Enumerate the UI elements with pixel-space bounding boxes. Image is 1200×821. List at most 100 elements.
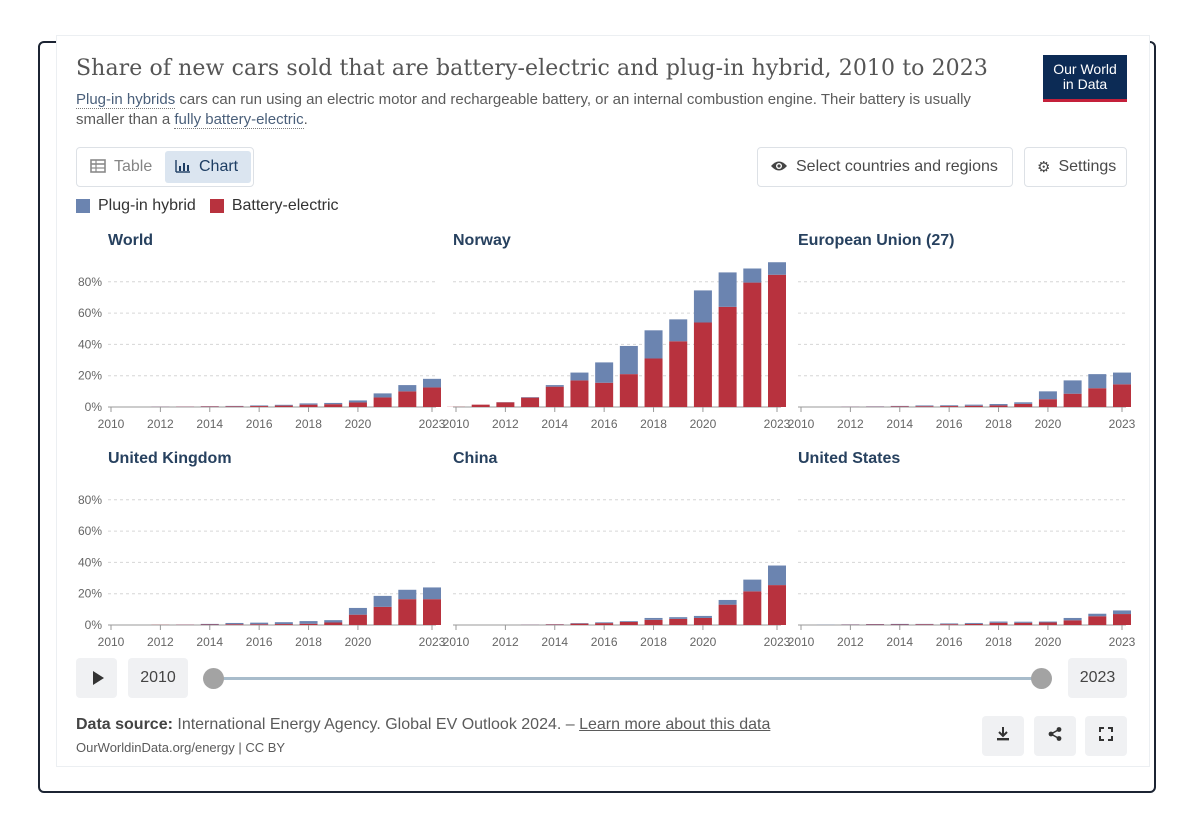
bar-battery-electric [718, 306, 737, 407]
bar-battery-electric [619, 621, 638, 625]
bar-battery-electric [964, 405, 983, 407]
bar-plug-in-hybrid [1063, 617, 1082, 621]
bar-battery-electric [1014, 403, 1033, 407]
start-year-box[interactable]: 2010 [128, 658, 188, 698]
x-tick-label: 2016 [246, 417, 273, 431]
x-tick-label: 2012 [492, 635, 519, 649]
x-tick-label: 2012 [147, 417, 174, 431]
x-tick-label: 2023 [1109, 417, 1136, 431]
share-button[interactable] [1034, 716, 1076, 756]
bar-plug-in-hybrid [398, 385, 417, 392]
timeline-track[interactable] [213, 677, 1042, 680]
bar-battery-electric [989, 405, 1008, 407]
x-tick-label: 2012 [837, 635, 864, 649]
bar-plug-in-hybrid [1014, 402, 1033, 404]
y-tick-label: 0% [85, 618, 103, 632]
bar-plug-in-hybrid [644, 617, 663, 620]
owid-logo[interactable]: Our World in Data [1043, 55, 1127, 102]
bar-plug-in-hybrid [225, 622, 244, 625]
y-tick-label: 40% [78, 337, 102, 351]
bar-battery-electric [570, 380, 589, 407]
bar-plug-in-hybrid [348, 400, 367, 403]
bar-plug-in-hybrid [324, 402, 343, 405]
timeline-end-handle[interactable] [1031, 668, 1052, 689]
play-icon [92, 671, 104, 685]
plugin-hybrid-definition-link[interactable]: Plug-in hybrids [76, 91, 176, 109]
bar-battery-electric [644, 619, 663, 625]
play-button[interactable] [76, 658, 117, 698]
bar-plug-in-hybrid [324, 620, 343, 623]
battery-electric-definition-link[interactable]: fully battery-electric [174, 111, 304, 129]
x-tick-label: 2010 [98, 635, 125, 649]
x-tick-label: 2010 [443, 635, 470, 649]
source-label: Data source: [76, 716, 173, 733]
bar-plug-in-hybrid [398, 589, 417, 600]
chart-title: Share of new cars sold that are battery-… [76, 56, 988, 81]
bar-plug-in-hybrid [743, 268, 762, 283]
x-tick-label: 2010 [98, 417, 125, 431]
bar-plug-in-hybrid [299, 403, 318, 405]
bar-plug-in-hybrid [915, 405, 934, 407]
x-tick-label: 2020 [345, 417, 372, 431]
bar-plug-in-hybrid [890, 623, 909, 625]
learn-more-link[interactable]: Learn more about this data [579, 716, 771, 733]
bar-battery-electric [570, 623, 589, 625]
bar-plug-in-hybrid [423, 378, 441, 388]
bar-chart-icon [175, 159, 191, 176]
x-tick-label: 2010 [788, 635, 815, 649]
bar-plug-in-hybrid [644, 330, 663, 359]
select-countries-button[interactable]: Select countries and regions [757, 147, 1013, 187]
select-countries-label: Select countries and regions [796, 158, 998, 175]
logo-line-1: Our World [1053, 61, 1117, 77]
bar-plug-in-hybrid [595, 362, 614, 383]
bar-battery-electric [1088, 616, 1107, 625]
x-tick-label: 2023 [764, 417, 791, 431]
panel-title: European Union (27) [798, 232, 954, 249]
bar-battery-electric [274, 624, 293, 625]
download-button[interactable] [982, 716, 1024, 756]
bar-battery-electric [1038, 399, 1057, 407]
end-year-box[interactable]: 2023 [1068, 658, 1127, 698]
bar-battery-electric [743, 282, 762, 407]
timeline-start-handle[interactable] [203, 668, 224, 689]
x-tick-label: 2012 [492, 417, 519, 431]
x-tick-label: 2023 [419, 635, 446, 649]
x-tick-label: 2014 [886, 635, 913, 649]
share-icon [1047, 726, 1063, 747]
panel-title: Norway [453, 232, 511, 249]
x-tick-label: 2018 [640, 635, 667, 649]
bar-plug-in-hybrid [964, 404, 983, 406]
settings-button[interactable]: ⚙ Settings [1024, 147, 1127, 187]
bar-battery-electric [373, 397, 392, 407]
y-tick-label: 80% [78, 275, 102, 289]
y-tick-label: 20% [78, 369, 102, 383]
tab-chart[interactable]: Chart [165, 151, 251, 183]
legend-item-plugin[interactable]: Plug-in hybrid [76, 197, 196, 215]
fullscreen-button[interactable] [1085, 716, 1127, 756]
bar-plug-in-hybrid [274, 404, 293, 406]
x-tick-label: 2020 [1035, 635, 1062, 649]
legend-item-battery[interactable]: Battery-electric [209, 197, 339, 215]
bar-battery-electric [1063, 620, 1082, 625]
credit-line: OurWorldinData.org/energy | CC BY [76, 740, 286, 755]
bar-battery-electric [768, 585, 786, 625]
gear-icon: ⚙ [1037, 159, 1051, 176]
bar-plug-in-hybrid [373, 595, 392, 607]
bar-battery-electric [1088, 388, 1107, 407]
bar-plug-in-hybrid [619, 345, 638, 375]
bar-battery-electric [915, 406, 934, 407]
x-tick-label: 2018 [640, 417, 667, 431]
bar-plug-in-hybrid [1088, 613, 1107, 617]
bar-plug-in-hybrid [768, 262, 786, 275]
panel-title: United States [798, 450, 900, 467]
x-tick-label: 2016 [591, 635, 618, 649]
bar-plug-in-hybrid [718, 599, 737, 605]
tab-table[interactable]: Table [80, 151, 164, 183]
bar-plug-in-hybrid [768, 565, 786, 586]
logo-line-2: in Data [1062, 76, 1108, 92]
bar-plug-in-hybrid [989, 404, 1008, 406]
bar-plug-in-hybrid [743, 579, 762, 592]
panel-title: China [453, 450, 498, 467]
x-tick-label: 2010 [443, 417, 470, 431]
